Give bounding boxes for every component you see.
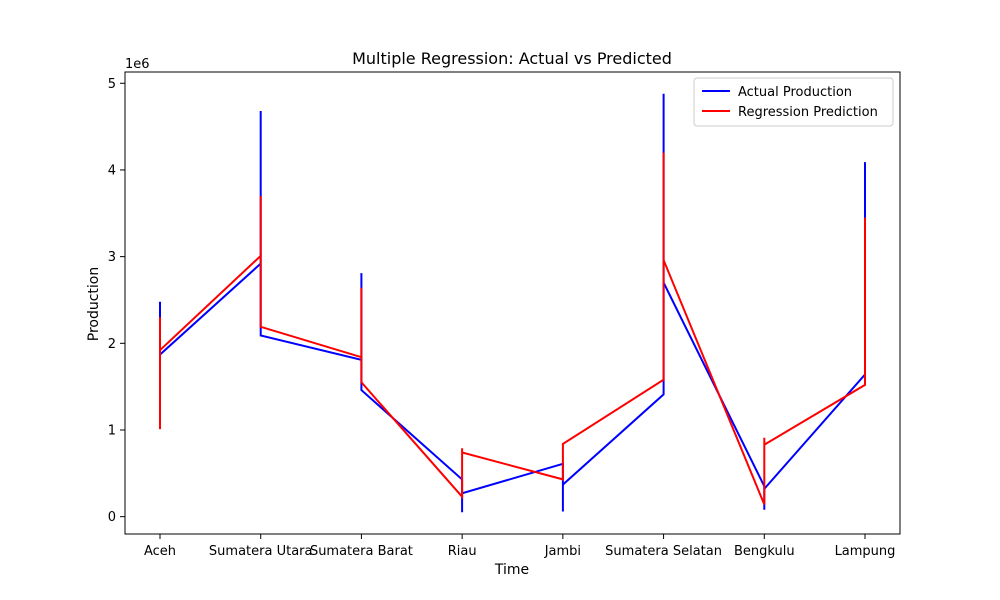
plot-area	[159, 93, 866, 513]
x-tick-label: Lampung	[835, 544, 896, 559]
y-offset-label: 1e6	[125, 57, 150, 72]
x-axis-label: Time	[494, 562, 529, 578]
y-axis-ticks: 0 1 2 3 4 5	[108, 77, 125, 525]
legend: Actual Production Regression Prediction	[693, 77, 894, 127]
series-line-regression-prediction	[159, 152, 866, 505]
x-tick-label: Sumatera Barat	[310, 544, 413, 559]
y-axis-label: Production	[86, 267, 102, 341]
legend-label-prediction: Regression Prediction	[738, 105, 878, 120]
x-tick-label: Sumatera Utara	[209, 544, 313, 559]
legend-label-actual: Actual Production	[738, 85, 852, 100]
x-tick-label: Riau	[448, 544, 477, 559]
x-tick-label: Aceh	[144, 544, 176, 559]
plot-frame	[124, 71, 901, 535]
y-tick-label: 2	[108, 337, 116, 352]
y-tick-label: 1	[108, 423, 116, 438]
y-tick-label: 3	[108, 250, 116, 265]
y-tick-label: 5	[108, 77, 116, 92]
y-tick-label: 0	[108, 510, 116, 525]
x-tick-label: Sumatera Selatan	[605, 544, 722, 559]
y-tick-label: 4	[108, 163, 116, 178]
chart-title: Multiple Regression: Actual vs Predicted	[352, 49, 672, 68]
x-tick-label: Bengkulu	[734, 544, 795, 559]
legend-box	[693, 77, 894, 127]
x-tick-label: Jambi	[544, 544, 581, 559]
series-line-actual-production	[159, 93, 866, 513]
